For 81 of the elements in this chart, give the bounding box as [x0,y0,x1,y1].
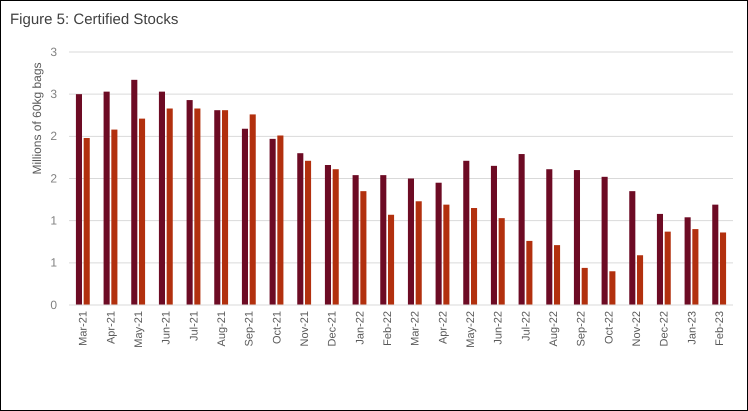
x-tick-label: Mar-21 [78,311,90,346]
y-tick-label: 3 [50,44,58,59]
x-tick-label: Jul-21 [188,311,200,341]
x-tick-label: Aug-21 [216,311,228,346]
bar [684,217,691,305]
x-tick-label: Nov-22 [631,311,644,346]
x-tick-label: Apr-22 [437,311,450,344]
y-tick-label: 0 [50,298,58,312]
bar [656,214,664,305]
bar [360,191,366,305]
x-tick-label: Feb-22 [382,311,394,346]
chart-title: Figure 5: Certified Stocks [10,11,178,28]
x-tick-label: Jan-23 [686,311,698,345]
bar [104,92,110,305]
bar [131,80,138,305]
bar [490,166,498,305]
bar [304,160,312,305]
x-tick-label: Sep-22 [576,311,588,346]
x-tick-label: May-22 [465,311,478,348]
bar [636,255,644,305]
x-tick-label: May-21 [133,311,146,348]
x-tick-label: Jul-22 [520,311,532,341]
bar [436,182,442,305]
bar [554,245,560,305]
x-tick-label: Mar-22 [410,311,422,346]
bar [324,165,332,305]
bar [111,130,118,305]
bar [214,110,220,305]
bar [720,232,726,305]
bar [270,138,276,305]
bar [463,160,470,305]
x-tick-label: Apr-21 [105,311,118,344]
bar [408,178,414,305]
bar [166,108,173,305]
y-tick-label: 1 [50,214,58,228]
x-tick-label: Nov-21 [299,311,312,346]
bar [388,214,394,305]
bar [602,176,608,305]
bar [629,191,636,305]
bar [250,114,256,305]
bar [297,153,304,305]
bar [692,229,698,305]
bar [242,128,248,305]
bar [712,204,718,305]
y-tick-label: 1 [50,256,58,270]
bar [194,108,200,305]
bar [186,100,193,305]
bar [518,154,525,305]
x-tick-label: Aug-22 [548,311,560,346]
bar [664,232,671,305]
x-tick-label: Dec-21 [326,311,339,346]
x-tick-label: Jan-22 [354,311,366,345]
y-tick-label: 2 [50,171,58,186]
bar [158,92,166,305]
y-tick-label: 3 [50,87,58,102]
bar [582,268,588,305]
bar [352,175,359,305]
bar [546,169,552,305]
y-axis-title: Millions of 60kg bags [30,62,44,175]
bar [574,170,580,305]
x-tick-label: Feb-23 [714,311,726,346]
bar [222,110,228,305]
bar [76,94,82,305]
bar [498,218,505,305]
bar [277,135,284,305]
bar [380,175,386,305]
x-tick-label: Oct-22 [603,311,616,344]
bar [138,118,146,305]
x-tick-label: Jun-21 [160,311,173,345]
bar [609,271,616,305]
x-tick-label: Jun-22 [492,311,505,345]
bar [84,138,90,305]
bar [332,169,339,305]
x-tick-label: Dec-22 [658,311,671,346]
x-tick-label: Oct-21 [271,311,284,344]
bar [470,208,478,305]
x-tick-label: Sep-21 [244,311,256,346]
y-tick-label: 2 [50,129,58,144]
bar [443,204,450,305]
bar [416,201,422,305]
bar [526,240,532,305]
